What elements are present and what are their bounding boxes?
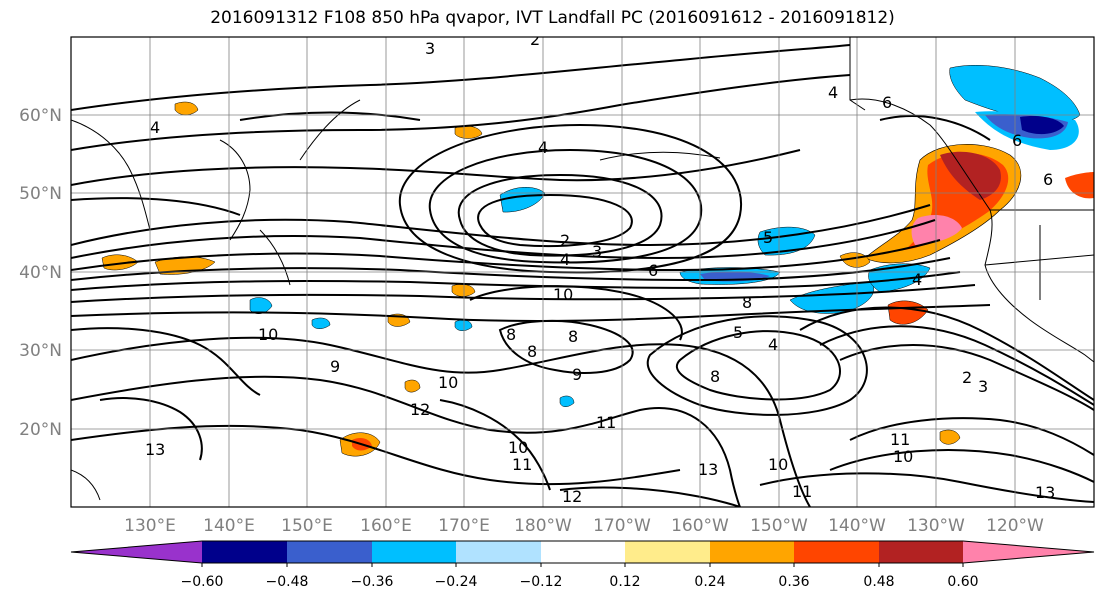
- contour-label: 6: [648, 261, 658, 280]
- lat-label: 50°N: [19, 184, 62, 204]
- contour-label: 9: [572, 365, 582, 384]
- lon-label: 170°E: [438, 516, 490, 536]
- colorbar-segment: [794, 541, 879, 563]
- colorbar-segment: [710, 541, 794, 563]
- colorbar-segment: [963, 541, 1094, 563]
- contour-label: 4: [828, 83, 838, 102]
- contour-label: 12: [410, 400, 430, 419]
- contour-label: 10: [553, 285, 573, 304]
- colorbar-tick-label: −0.36: [351, 574, 394, 590]
- lon-label: 160°E: [360, 516, 412, 536]
- contour-label: 8: [568, 327, 578, 346]
- colorbar: [70, 540, 1095, 567]
- contour-label: 8: [527, 342, 537, 361]
- map-plot-area: 3 2 4 4 6 4 6 6 2 3 4 6 5 10 10 8 8 8 9 …: [71, 30, 1094, 507]
- map-border: [70, 36, 1095, 508]
- contour-label: 2: [560, 231, 570, 250]
- longitude-labels: 130°E 140°E 150°E 160°E 170°E 180°W 170°…: [124, 516, 1044, 536]
- lon-label: 130°E: [124, 516, 176, 536]
- lon-label: 140°E: [203, 516, 255, 536]
- lon-label: 140°W: [828, 516, 886, 536]
- colorbar-tick-label: −0.60: [181, 574, 224, 590]
- contour-label: 12: [562, 487, 582, 506]
- contour-label: 4: [768, 335, 778, 354]
- colorbar-segment: [456, 541, 541, 563]
- contour-label: 10: [768, 455, 788, 474]
- colorbar-segment: [71, 541, 202, 563]
- contour-labels: 3 2 4 4 6 4 6 6 2 3 4 6 5 10 10 8 8 8 9 …: [145, 30, 1055, 506]
- contour-label: 10: [258, 325, 278, 344]
- contour-label: 5: [733, 323, 743, 342]
- lat-label: 20°N: [19, 420, 62, 440]
- colorbar-segment: [202, 541, 287, 563]
- map-gridlines: [71, 37, 1094, 507]
- colorbar-segment: [372, 541, 456, 563]
- contour-label: 11: [792, 482, 812, 501]
- colorbar-tick-label: −0.24: [435, 574, 478, 590]
- colorbar-tick-label: 0.12: [609, 574, 640, 590]
- contour-label: 11: [512, 455, 532, 474]
- lon-label: 150°W: [750, 516, 808, 536]
- contour-label: 3: [592, 242, 602, 261]
- contour-label: 3: [978, 377, 988, 396]
- lat-label: 40°N: [19, 263, 62, 283]
- lat-label: 60°N: [19, 106, 62, 126]
- contour-label: 3: [425, 39, 435, 58]
- colorbar-tick-label: 0.36: [778, 574, 809, 590]
- contour-label: 6: [1012, 131, 1022, 150]
- contour-label: 4: [150, 118, 160, 137]
- lon-label: 170°W: [593, 516, 651, 536]
- colorbar-tick-label: 0.24: [694, 574, 725, 590]
- contour-label: 4: [538, 138, 548, 157]
- contour-label: 6: [882, 93, 892, 112]
- contour-label: 11: [596, 413, 616, 432]
- coastlines-and-borders: [71, 37, 1094, 501]
- contour-label: 11: [890, 430, 910, 449]
- contour-label: 6: [1043, 170, 1053, 189]
- contour-label: 2: [530, 30, 540, 49]
- ivt-contour-lines: [71, 44, 1094, 507]
- map-title: 2016091312 F108 850 hPa qvapor, IVT Land…: [210, 8, 895, 28]
- colorbar-tick-labels: −0.60 −0.48 −0.36 −0.24 −0.12 0.12 0.24 …: [181, 574, 979, 590]
- contour-label: 8: [710, 367, 720, 386]
- colorbar-tick-label: −0.48: [266, 574, 309, 590]
- latitude-labels: 60°N 50°N 40°N 30°N 20°N: [19, 106, 62, 440]
- contour-label: 4: [560, 250, 570, 269]
- contour-label: 8: [742, 293, 752, 312]
- colorbar-segment: [625, 541, 710, 563]
- contour-label: 5: [763, 228, 773, 247]
- colorbar-tick-label: −0.12: [520, 574, 563, 590]
- contour-label: 10: [893, 447, 913, 466]
- lon-label: 150°E: [281, 516, 333, 536]
- lon-label: 180°W: [514, 516, 572, 536]
- colorbar-tick-label: 0.60: [947, 574, 978, 590]
- contour-label: 10: [438, 373, 458, 392]
- contour-label: 8: [506, 325, 516, 344]
- contour-label: 9: [330, 357, 340, 376]
- contour-label: 4: [912, 270, 922, 289]
- colorbar-tick-label: 0.48: [863, 574, 894, 590]
- contour-label: 2: [962, 368, 972, 387]
- lon-label: 160°W: [671, 516, 729, 536]
- lon-label: 130°W: [907, 516, 965, 536]
- colorbar-segment: [541, 541, 625, 563]
- contour-label: 13: [1035, 483, 1055, 502]
- colorbar-segment: [287, 541, 372, 563]
- contour-label: 13: [145, 440, 165, 459]
- contour-label: 10: [508, 438, 528, 457]
- colorbar-segment: [879, 541, 963, 563]
- contour-label: 13: [698, 460, 718, 479]
- lat-label: 30°N: [19, 341, 62, 361]
- lon-label: 120°W: [986, 516, 1044, 536]
